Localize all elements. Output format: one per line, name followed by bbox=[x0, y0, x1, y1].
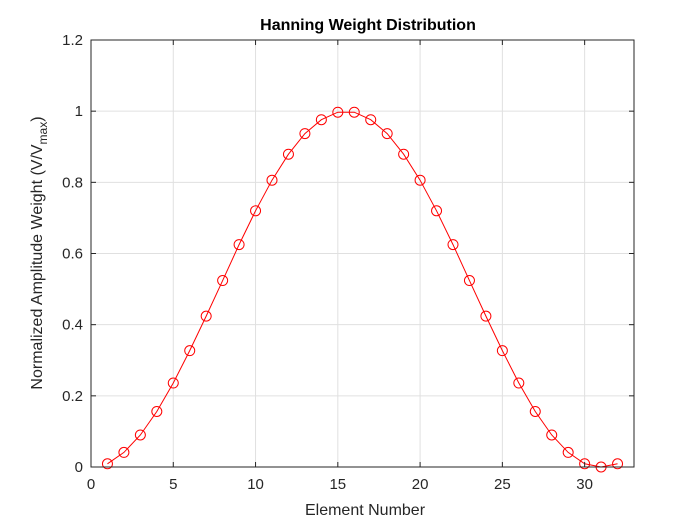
data-point-marker bbox=[233, 239, 245, 251]
chart-title: Hanning Weight Distribution bbox=[260, 17, 476, 34]
y-axis-label-close: ) bbox=[29, 116, 46, 121]
y-tick-label: 0.2 bbox=[62, 388, 83, 405]
data-point-marker bbox=[282, 148, 294, 160]
data-point-marker bbox=[562, 446, 574, 458]
x-axis-label: Element Number bbox=[305, 502, 426, 519]
data-point-marker bbox=[414, 174, 426, 186]
data-point-marker bbox=[612, 458, 624, 470]
data-point-marker bbox=[546, 429, 558, 441]
x-tick-label: 25 bbox=[494, 476, 511, 493]
data-point-marker bbox=[496, 345, 508, 357]
y-axis-label-subscript: max bbox=[36, 122, 50, 145]
x-tick-label: 10 bbox=[247, 476, 264, 493]
data-point-marker bbox=[266, 174, 278, 186]
x-tick-label: 5 bbox=[169, 476, 177, 493]
grid bbox=[90, 39, 634, 468]
x-tick-label: 15 bbox=[329, 476, 346, 493]
data-point-marker bbox=[299, 128, 311, 140]
data-point-marker bbox=[101, 458, 113, 470]
data-point-marker bbox=[332, 106, 344, 118]
y-tick-label: 0.8 bbox=[62, 174, 83, 191]
y-tick-label: 1 bbox=[75, 103, 83, 120]
data-point-marker bbox=[365, 114, 377, 126]
data-point-marker bbox=[151, 405, 163, 417]
plot-area bbox=[101, 106, 624, 473]
y-tick-label: 0 bbox=[75, 459, 83, 476]
y-axis-label-main: Normalized Amplitude Weight (V/V bbox=[29, 144, 46, 389]
data-point-marker bbox=[250, 205, 262, 217]
series-line bbox=[107, 111, 618, 468]
x-tick-label: 0 bbox=[87, 476, 95, 493]
data-point-marker bbox=[579, 458, 591, 470]
data-point-marker bbox=[348, 106, 360, 118]
data-point-marker bbox=[315, 114, 327, 126]
data-point-marker bbox=[381, 128, 393, 140]
data-point-marker bbox=[167, 377, 179, 389]
data-point-marker bbox=[200, 310, 212, 322]
y-axis-label: Normalized Amplitude Weight (V/Vmax) bbox=[29, 116, 50, 389]
data-point-marker bbox=[217, 275, 229, 287]
data-point-marker bbox=[184, 345, 196, 357]
y-tick-label: 1.2 bbox=[62, 32, 83, 49]
data-point-marker bbox=[513, 377, 525, 389]
data-point-marker bbox=[529, 405, 541, 417]
y-tick-label: 0.4 bbox=[62, 317, 83, 334]
data-point-marker bbox=[480, 310, 492, 322]
x-tick-label: 20 bbox=[412, 476, 429, 493]
y-tick-label: 0.6 bbox=[62, 246, 83, 263]
data-point-marker bbox=[134, 429, 146, 441]
data-point-marker bbox=[431, 205, 443, 217]
data-point-marker bbox=[118, 446, 130, 458]
data-point-marker bbox=[463, 275, 475, 287]
ticks: 0 5 10 15 20 25 30 0 0.2 0.4 0.6 0.8 1 1.2 bbox=[62, 32, 634, 493]
data-point-marker bbox=[447, 239, 459, 251]
data-point-marker bbox=[398, 148, 410, 160]
x-tick-label: 30 bbox=[576, 476, 593, 493]
